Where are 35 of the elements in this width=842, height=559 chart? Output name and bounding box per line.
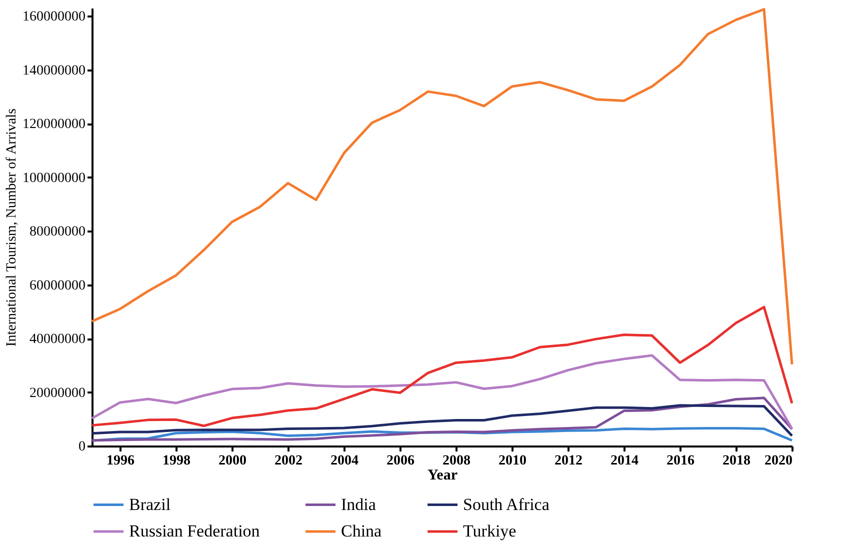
legend-label: China — [341, 522, 382, 540]
x-tick-label: 2020 — [764, 454, 792, 468]
y-tick-label: 80000000 — [30, 224, 86, 240]
legend-label: India — [341, 494, 376, 514]
line-series — [90, 354, 794, 430]
legend-label: South Africa — [463, 494, 550, 514]
y-tick-label: 20000000 — [30, 386, 86, 401]
y-tick-label: 120000000 — [22, 117, 86, 132]
y-tick-label: 100000000 — [22, 170, 86, 186]
y-tick-label: 160000000 — [22, 10, 86, 25]
x-tick-label: 2000 — [218, 454, 246, 468]
x-tick-label: 2006 — [386, 454, 414, 468]
legend-label: Turkiye — [463, 522, 516, 540]
y-tick-label: 140000000 — [22, 63, 86, 78]
x-tick-label: 2014 — [610, 454, 638, 468]
x-tick-label: 2010 — [498, 454, 526, 468]
y-tick-label: 40000000 — [30, 332, 86, 348]
legend-label: Russian Federation — [129, 522, 260, 540]
line-series — [90, 404, 794, 438]
x-tick-label: 2008 — [442, 454, 470, 468]
line-series — [90, 396, 794, 442]
x-tick-label: 1998 — [162, 454, 190, 468]
x-tick-label: 2016 — [666, 454, 694, 468]
x-tick-label: 1996 — [106, 454, 134, 468]
y-tick-label: 0 — [78, 440, 86, 454]
x-tick-label: 2004 — [330, 454, 358, 468]
y-tick-label: 60000000 — [30, 278, 86, 294]
x-tick-label: 2018 — [722, 454, 750, 468]
line-series — [90, 306, 794, 428]
x-tick-label: 2012 — [554, 454, 582, 468]
legend-label: Brazil — [129, 494, 171, 514]
x-tick-label: 2002 — [274, 454, 302, 468]
x-axis-title: Year — [428, 468, 458, 484]
line-series — [90, 8, 794, 366]
y-axis-title: International Tourism, Number of Arrivals — [4, 108, 20, 346]
